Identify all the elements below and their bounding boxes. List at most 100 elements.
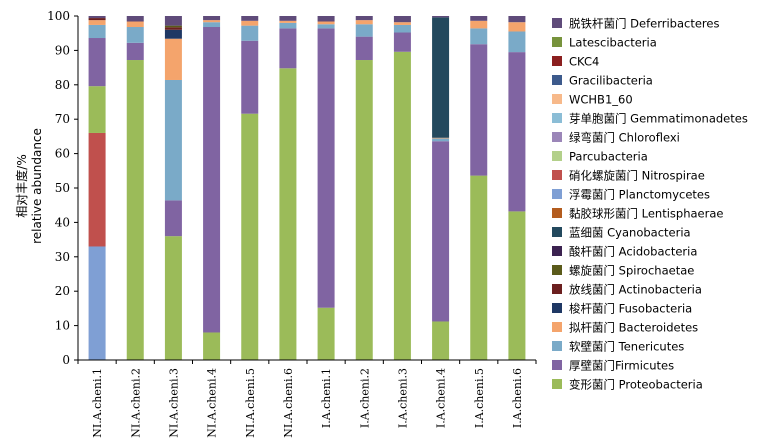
x-tick-label: I.A.cheni.2 (358, 368, 371, 428)
bar-segment (355, 36, 373, 61)
legend-label: 绿弯菌门 Chloroflexi (569, 131, 680, 145)
y-tick-label: 90 (55, 43, 70, 57)
bar-segment (164, 16, 182, 26)
x-tick-label: NI.A.cheni.2 (129, 368, 142, 438)
bar-segment (88, 86, 106, 133)
y-tick-label: 100 (47, 9, 70, 23)
legend-label: 螺旋菌门 Spirochaetae (569, 264, 694, 278)
axes (77, 16, 537, 364)
bar-segment (126, 42, 144, 61)
x-tick-label: NI.A.cheni.3 (167, 368, 180, 438)
bar-segment (203, 27, 221, 333)
legend-swatch (552, 18, 562, 28)
bar-segment (241, 40, 259, 114)
legend-label: 梭杆菌门 Fusobacteria (569, 302, 692, 316)
bar-segment (317, 28, 335, 308)
legend-swatch (552, 303, 562, 313)
y-axis-label-line2: relative abundance (30, 128, 44, 244)
bar-segment (241, 25, 259, 41)
bar-segment (470, 28, 488, 45)
bar-segment (508, 52, 526, 212)
bar-segment (88, 16, 106, 19)
legend-swatch (552, 360, 562, 370)
bar-segment (279, 28, 297, 69)
bar-segment (355, 24, 373, 37)
legend-label: 脱铁杆菌门 Deferribacteres (569, 17, 719, 31)
legend-swatch (552, 284, 562, 294)
bar-segment (88, 18, 106, 21)
bar-segment (393, 51, 411, 360)
bar-segment (393, 24, 411, 33)
x-tick-label: I.A.cheni.6 (511, 368, 524, 428)
x-tick-label: NI.A.cheni.6 (282, 368, 295, 438)
y-tick-label: 30 (55, 250, 70, 264)
bar-segment (164, 27, 182, 30)
bar-segment (470, 16, 488, 21)
bar-segment (432, 138, 450, 142)
legend-label: WCHB1_60 (569, 93, 633, 107)
legend-swatch (552, 227, 562, 237)
legend-swatch (552, 379, 562, 389)
y-tick-label: 20 (55, 284, 70, 298)
legend-label: 放线菌门 Actinobacteria (569, 283, 702, 297)
bar-segment (241, 20, 259, 26)
bar-segment (355, 60, 373, 360)
y-tick-label: 70 (55, 112, 70, 126)
bar-segment (88, 38, 106, 87)
bar-segment (126, 60, 144, 360)
legend-label: 拟杆菌门 Bacteroidetes (569, 321, 698, 335)
legend-label: 酸杆菌门 Acidobacteria (569, 245, 697, 259)
legend-label: 软壁菌门 Tenericutes (569, 340, 684, 354)
bar-segment (88, 20, 106, 25)
bar-segment (470, 44, 488, 176)
bar-segment (88, 132, 106, 247)
bar-segment (470, 175, 488, 360)
legend-swatch (552, 208, 562, 218)
bar-segment (126, 27, 144, 43)
bar-segment (88, 24, 106, 39)
bar-segment (164, 25, 182, 28)
bar-segment (393, 32, 411, 52)
bar-segment (317, 307, 335, 360)
y-tick-label: 80 (55, 78, 70, 92)
legend-swatch (552, 113, 562, 123)
bar-segment (393, 22, 411, 25)
legend-label: CKC4 (569, 55, 599, 69)
bar-segment (164, 79, 182, 201)
y-axis-label-line1: 相对丰度/% (14, 154, 29, 217)
legend-swatch (552, 189, 562, 199)
y-tick-label: 60 (55, 147, 70, 161)
x-tick-label: NI.A.cheni.5 (244, 368, 257, 438)
legend-swatch (552, 75, 562, 85)
legend-label: 变形菌门 Proteobacteria (569, 378, 703, 392)
legend-swatch (552, 132, 562, 142)
legend-label: 芽单胞菌门 Gemmatimonadetes (569, 112, 748, 126)
bar-segment (432, 16, 450, 18)
bar-segment (241, 113, 259, 360)
bar-segment (432, 141, 450, 322)
bar-segment (126, 21, 144, 28)
legend-swatch (552, 94, 562, 104)
legend-label: 厚壁菌门Firmicutes (569, 359, 674, 373)
y-axis-ticks: 0 10 20 30 40 50 60 70 80 90 100 (47, 9, 78, 367)
y-tick-label: 50 (55, 181, 70, 195)
bar-segment (508, 31, 526, 53)
bar-segment (432, 17, 450, 138)
legend-swatch (552, 341, 562, 351)
legend: 脱铁杆菌门 Deferribacteres Latescibacteria CKC4… (552, 17, 748, 392)
bar-segment (317, 24, 335, 29)
bar-segment (164, 38, 182, 80)
bar-segment (393, 16, 411, 23)
x-tick-label: I.A.cheni.3 (396, 368, 409, 428)
y-axis-label: 相对丰度/% relative abundance (14, 128, 44, 244)
bar-segment (203, 20, 221, 23)
legend-swatch (552, 246, 562, 256)
legend-swatch (552, 322, 562, 332)
bar-segment (355, 20, 373, 25)
legend-swatch (552, 37, 562, 47)
bar-segment (355, 16, 373, 21)
legend-label: Gracilibacteria (569, 74, 653, 88)
bar-segment (164, 200, 182, 237)
x-tick-label: I.A.cheni.4 (435, 368, 448, 428)
